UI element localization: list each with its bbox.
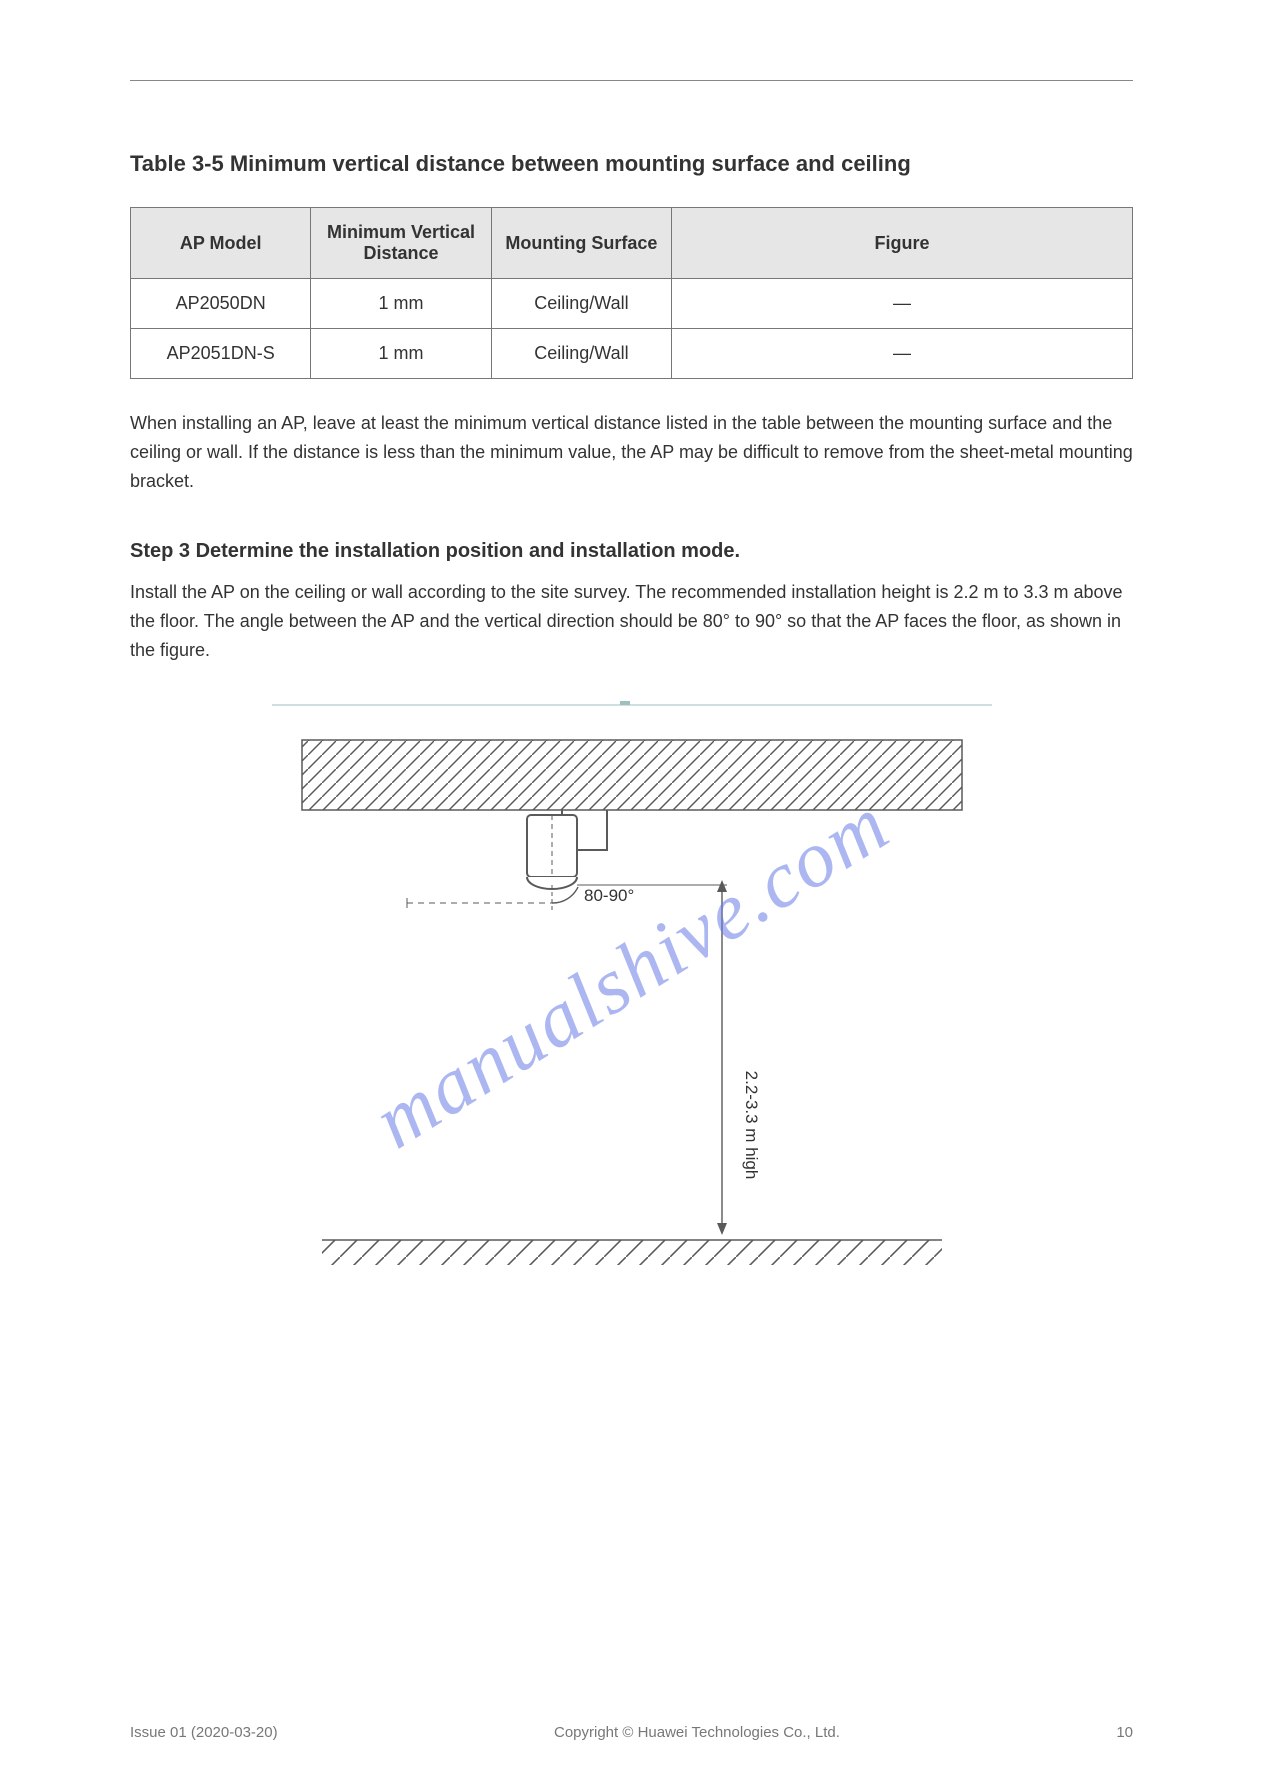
installation-diagram: 80-90° 2.2-3.3 m high manualshive.com: [252, 685, 1012, 1285]
footer-center: Copyright © Huawei Technologies Co., Ltd…: [554, 1724, 840, 1741]
table-header: Mounting Surface: [491, 208, 671, 279]
paragraph: When installing an AP, leave at least th…: [130, 409, 1133, 495]
footer-left: Issue 01 (2020-03-20): [130, 1724, 278, 1741]
footer: Issue 01 (2020-03-20) Copyright © Huawei…: [130, 1724, 1133, 1741]
table-row: AP2050DN 1 mm Ceiling/Wall —: [131, 279, 1133, 329]
table-cell: Ceiling/Wall: [491, 329, 671, 379]
section-title: Table 3-5 Minimum vertical distance betw…: [130, 151, 1133, 177]
table-cell: 1 mm: [311, 329, 491, 379]
table-cell: AP2051DN-S: [131, 329, 311, 379]
table-header: Figure: [672, 208, 1133, 279]
table-cell: Ceiling/Wall: [491, 279, 671, 329]
table-header: AP Model: [131, 208, 311, 279]
page: Table 3-5 Minimum vertical distance betw…: [0, 0, 1263, 1786]
diagram-svg: 80-90° 2.2-3.3 m high: [252, 685, 1012, 1285]
step-text: Install the AP on the ceiling or wall ac…: [130, 578, 1133, 664]
distance-table: AP Model Minimum Vertical Distance Mount…: [130, 207, 1133, 379]
angle-label: 80-90°: [584, 886, 634, 905]
step-title: Step 3 Determine the installation positi…: [130, 540, 1133, 563]
figure-wrap: 80-90° 2.2-3.3 m high manualshive.com: [130, 685, 1133, 1285]
table-header: Minimum Vertical Distance: [311, 208, 491, 279]
table-cell: —: [672, 329, 1133, 379]
table-header-row: AP Model Minimum Vertical Distance Mount…: [131, 208, 1133, 279]
table-cell: AP2050DN: [131, 279, 311, 329]
table-cell: 1 mm: [311, 279, 491, 329]
height-label: 2.2-3.3 m high: [742, 1070, 761, 1179]
table-row: AP2051DN-S 1 mm Ceiling/Wall —: [131, 329, 1133, 379]
footer-right: 10: [1116, 1724, 1133, 1741]
top-rule: [130, 80, 1133, 81]
table-cell: —: [672, 279, 1133, 329]
